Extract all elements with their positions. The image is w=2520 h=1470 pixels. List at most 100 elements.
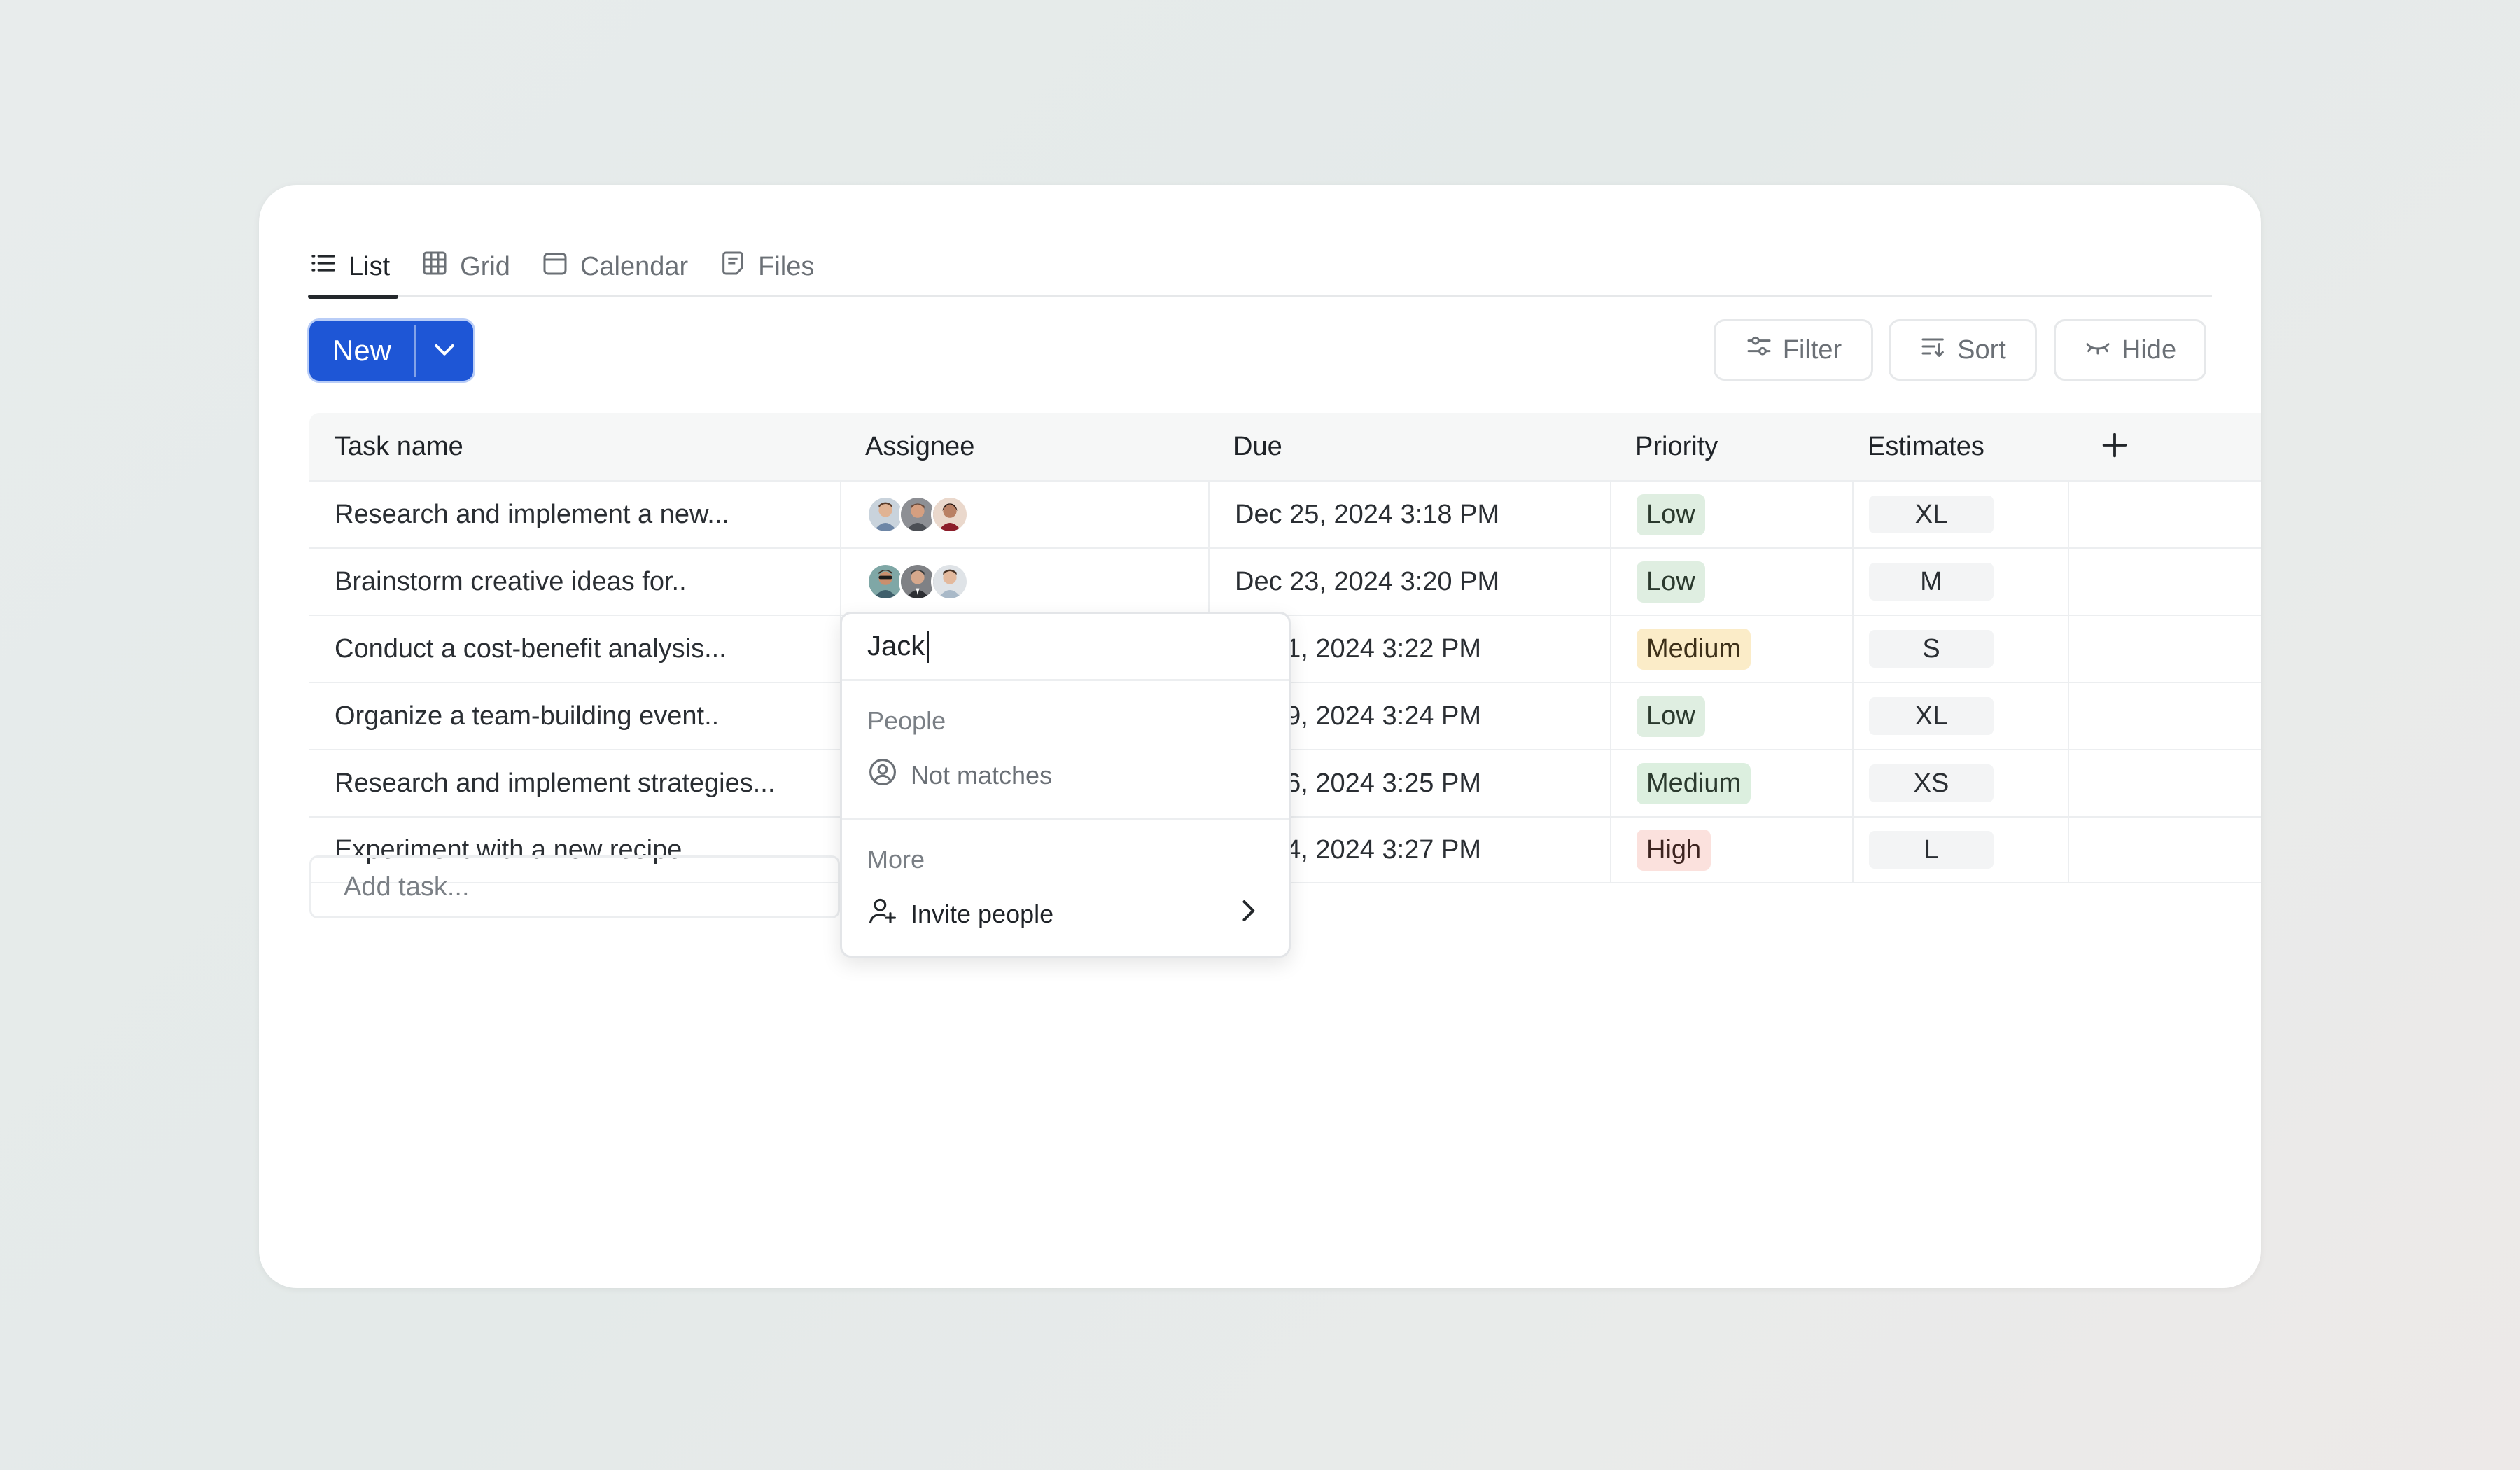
no-match-item: Not matches bbox=[842, 757, 1289, 794]
task-name-cell[interactable]: Research and implement a new... bbox=[335, 499, 729, 529]
avatar bbox=[867, 496, 904, 533]
priority-cell[interactable]: High bbox=[1610, 818, 1852, 882]
due-cell[interactable]: 21, 2024 3:22 PM bbox=[1208, 616, 1610, 682]
task-name-cell[interactable]: Experiment with a new recipe... bbox=[335, 834, 705, 864]
invite-people-label: Invite people bbox=[911, 899, 1054, 928]
avatar bbox=[931, 563, 969, 601]
sort-label: Sort bbox=[1957, 335, 2006, 365]
user-circle-icon bbox=[867, 757, 898, 794]
estimate-cell[interactable]: S bbox=[1852, 616, 2068, 682]
header-priority[interactable]: Priority bbox=[1635, 431, 1718, 461]
dropdown-divider bbox=[842, 818, 1289, 820]
estimate-badge: XS bbox=[1869, 764, 1994, 802]
tab-list[interactable]: List bbox=[308, 237, 399, 299]
estimate-badge: L bbox=[1869, 831, 1994, 869]
filter-label: Filter bbox=[1782, 335, 1842, 365]
eye-closed-icon bbox=[2084, 332, 2112, 368]
priority-cell[interactable]: Low bbox=[1610, 482, 1852, 547]
estimate-cell[interactable]: L bbox=[1852, 818, 2068, 882]
tab-files-label: Files bbox=[758, 251, 815, 281]
due-text: 19, 2024 3:24 PM bbox=[1271, 701, 1481, 731]
text-cursor bbox=[927, 630, 930, 663]
header-due[interactable]: Due bbox=[1233, 431, 1282, 461]
files-icon bbox=[719, 249, 747, 284]
tab-list-label: List bbox=[349, 251, 391, 281]
tab-calendar-label: Calendar bbox=[580, 251, 689, 281]
avatar bbox=[931, 496, 969, 533]
grid-icon bbox=[421, 249, 449, 284]
avatar bbox=[867, 563, 904, 601]
task-table: Task name Assignee Due Priority Estimate… bbox=[309, 413, 2261, 883]
priority-cell[interactable]: Medium bbox=[1610, 616, 1852, 682]
avatar bbox=[899, 563, 937, 601]
tab-files[interactable]: Files bbox=[718, 237, 822, 297]
header-estimates[interactable]: Estimates bbox=[1868, 431, 1984, 461]
task-name-cell[interactable]: Organize a team-building event.. bbox=[335, 701, 720, 731]
priority-cell[interactable]: Low bbox=[1610, 683, 1852, 749]
more-section-label: More bbox=[867, 845, 925, 874]
task-name-cell[interactable]: Brainstorm creative ideas for.. bbox=[335, 566, 687, 596]
new-button-divider bbox=[414, 325, 416, 377]
estimate-badge: S bbox=[1869, 630, 1994, 668]
filter-button[interactable]: Filter bbox=[1714, 319, 1873, 381]
priority-badge: Medium bbox=[1637, 762, 1751, 804]
priority-cell[interactable]: Low bbox=[1610, 549, 1852, 615]
task-name-cell[interactable]: Research and implement strategies... bbox=[335, 768, 776, 798]
estimate-badge: M bbox=[1869, 563, 1994, 601]
tab-grid[interactable]: Grid bbox=[419, 237, 519, 297]
estimate-cell[interactable]: XL bbox=[1852, 482, 2068, 547]
sort-icon bbox=[1919, 332, 1947, 368]
calendar-icon bbox=[541, 249, 569, 284]
hide-button[interactable]: Hide bbox=[2054, 319, 2206, 381]
view-tabs: List Grid Calendar bbox=[308, 237, 2212, 299]
due-cell[interactable]: Dec 25, 2024 3:18 PM bbox=[1208, 482, 1610, 547]
table-row[interactable]: Conduct a cost-benefit analysis... 21, 2… bbox=[309, 615, 2261, 682]
table-header: Task name Assignee Due Priority Estimate… bbox=[309, 413, 2261, 480]
due-cell[interactable]: 16, 2024 3:25 PM bbox=[1208, 750, 1610, 816]
estimate-cell[interactable]: XL bbox=[1852, 683, 2068, 749]
empty-cell bbox=[2068, 818, 2261, 882]
due-text: 21, 2024 3:22 PM bbox=[1271, 634, 1481, 664]
new-dropdown-button[interactable] bbox=[416, 321, 473, 381]
plus-icon bbox=[2099, 429, 2131, 465]
table-row[interactable]: Brainstorm creative ideas for.. Dec 23, … bbox=[309, 547, 2261, 615]
assignee-cell[interactable] bbox=[840, 549, 1208, 615]
add-column-button[interactable] bbox=[2068, 429, 2261, 465]
sort-button[interactable]: Sort bbox=[1889, 319, 2037, 381]
due-cell[interactable]: Dec 23, 2024 3:20 PM bbox=[1208, 549, 1610, 615]
task-card: List Grid Calendar bbox=[259, 185, 2261, 1288]
priority-badge: Low bbox=[1637, 493, 1705, 536]
header-assignee[interactable]: Assignee bbox=[865, 431, 975, 461]
assignee-search-input[interactable]: Jack bbox=[842, 614, 1289, 681]
table-row[interactable]: Experiment with a new recipe... 14, 2024… bbox=[309, 816, 2261, 883]
hide-label: Hide bbox=[2121, 335, 2177, 365]
tab-calendar[interactable]: Calendar bbox=[540, 237, 696, 297]
avatar-group bbox=[867, 563, 969, 601]
priority-cell[interactable]: Medium bbox=[1610, 750, 1852, 816]
due-cell[interactable]: 19, 2024 3:24 PM bbox=[1208, 683, 1610, 749]
tab-grid-label: Grid bbox=[460, 251, 510, 281]
table-row[interactable]: Research and implement a new... Dec 25, … bbox=[309, 480, 2261, 547]
assignee-cell[interactable] bbox=[840, 482, 1208, 547]
new-split-button: New bbox=[309, 321, 473, 381]
estimate-cell[interactable]: M bbox=[1852, 549, 2068, 615]
avatar bbox=[899, 496, 937, 533]
list-icon bbox=[309, 249, 337, 284]
estimate-badge: XL bbox=[1869, 496, 1994, 533]
priority-badge: Medium bbox=[1637, 628, 1751, 670]
invite-people-item[interactable]: Invite people bbox=[842, 895, 1289, 932]
priority-badge: High bbox=[1637, 829, 1712, 871]
estimate-cell[interactable]: XS bbox=[1852, 750, 2068, 816]
assignee-dropdown: Jack People Not matches More Invite peop… bbox=[840, 612, 1291, 958]
new-button[interactable]: New bbox=[332, 334, 392, 367]
priority-badge: Low bbox=[1637, 695, 1705, 737]
add-task-input[interactable]: Add task... bbox=[309, 855, 840, 918]
filter-icon bbox=[1745, 332, 1773, 368]
empty-cell bbox=[2068, 750, 2261, 816]
estimate-badge: XL bbox=[1869, 697, 1994, 735]
task-name-cell[interactable]: Conduct a cost-benefit analysis... bbox=[335, 634, 727, 664]
avatar-group bbox=[867, 496, 969, 533]
user-plus-icon bbox=[867, 895, 898, 932]
header-task-name[interactable]: Task name bbox=[335, 431, 463, 461]
people-section-label: People bbox=[867, 706, 946, 735]
